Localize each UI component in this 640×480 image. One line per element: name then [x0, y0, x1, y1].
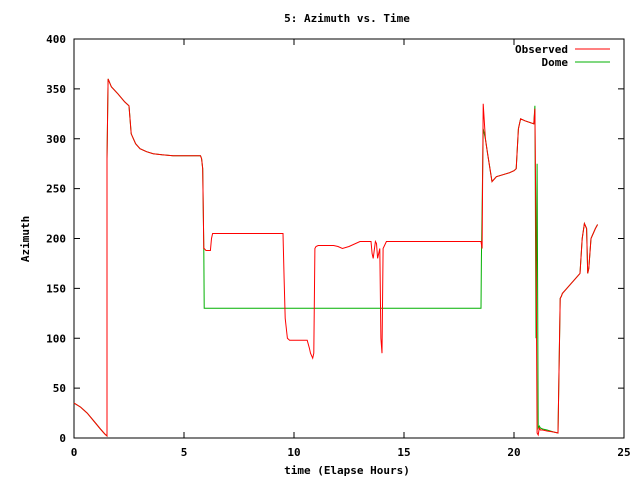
x-tick-label: 10: [287, 446, 300, 459]
y-tick-label: 200: [46, 233, 66, 246]
legend-label-dome: Dome: [542, 56, 569, 69]
plot-frame: [73, 38, 625, 439]
y-tick-label: 300: [46, 133, 66, 146]
y-tick-label: 350: [46, 83, 66, 96]
x-axis-label: time (Elapse Hours): [284, 464, 410, 477]
series-line-dome: [73, 78, 599, 438]
y-tick-label: 100: [46, 332, 66, 345]
x-tick-label: 15: [397, 446, 410, 459]
y-axis-label: Azimuth: [19, 216, 32, 262]
legend-label-observed: Observed: [515, 43, 568, 56]
series-line-observed: [73, 78, 599, 438]
x-tick-label: 20: [507, 446, 520, 459]
series-group: [73, 78, 599, 438]
y-tick-label: 0: [59, 432, 66, 445]
x-tick-label: 25: [617, 446, 630, 459]
x-tick-label: 0: [71, 446, 78, 459]
y-tick-label: 150: [46, 282, 66, 295]
x-tick-label: 5: [181, 446, 188, 459]
y-tick-label: 400: [46, 33, 66, 46]
y-tick-label: 250: [46, 183, 66, 196]
chart-title: 5: Azimuth vs. Time: [284, 12, 410, 25]
y-tick-label: 50: [53, 382, 66, 395]
